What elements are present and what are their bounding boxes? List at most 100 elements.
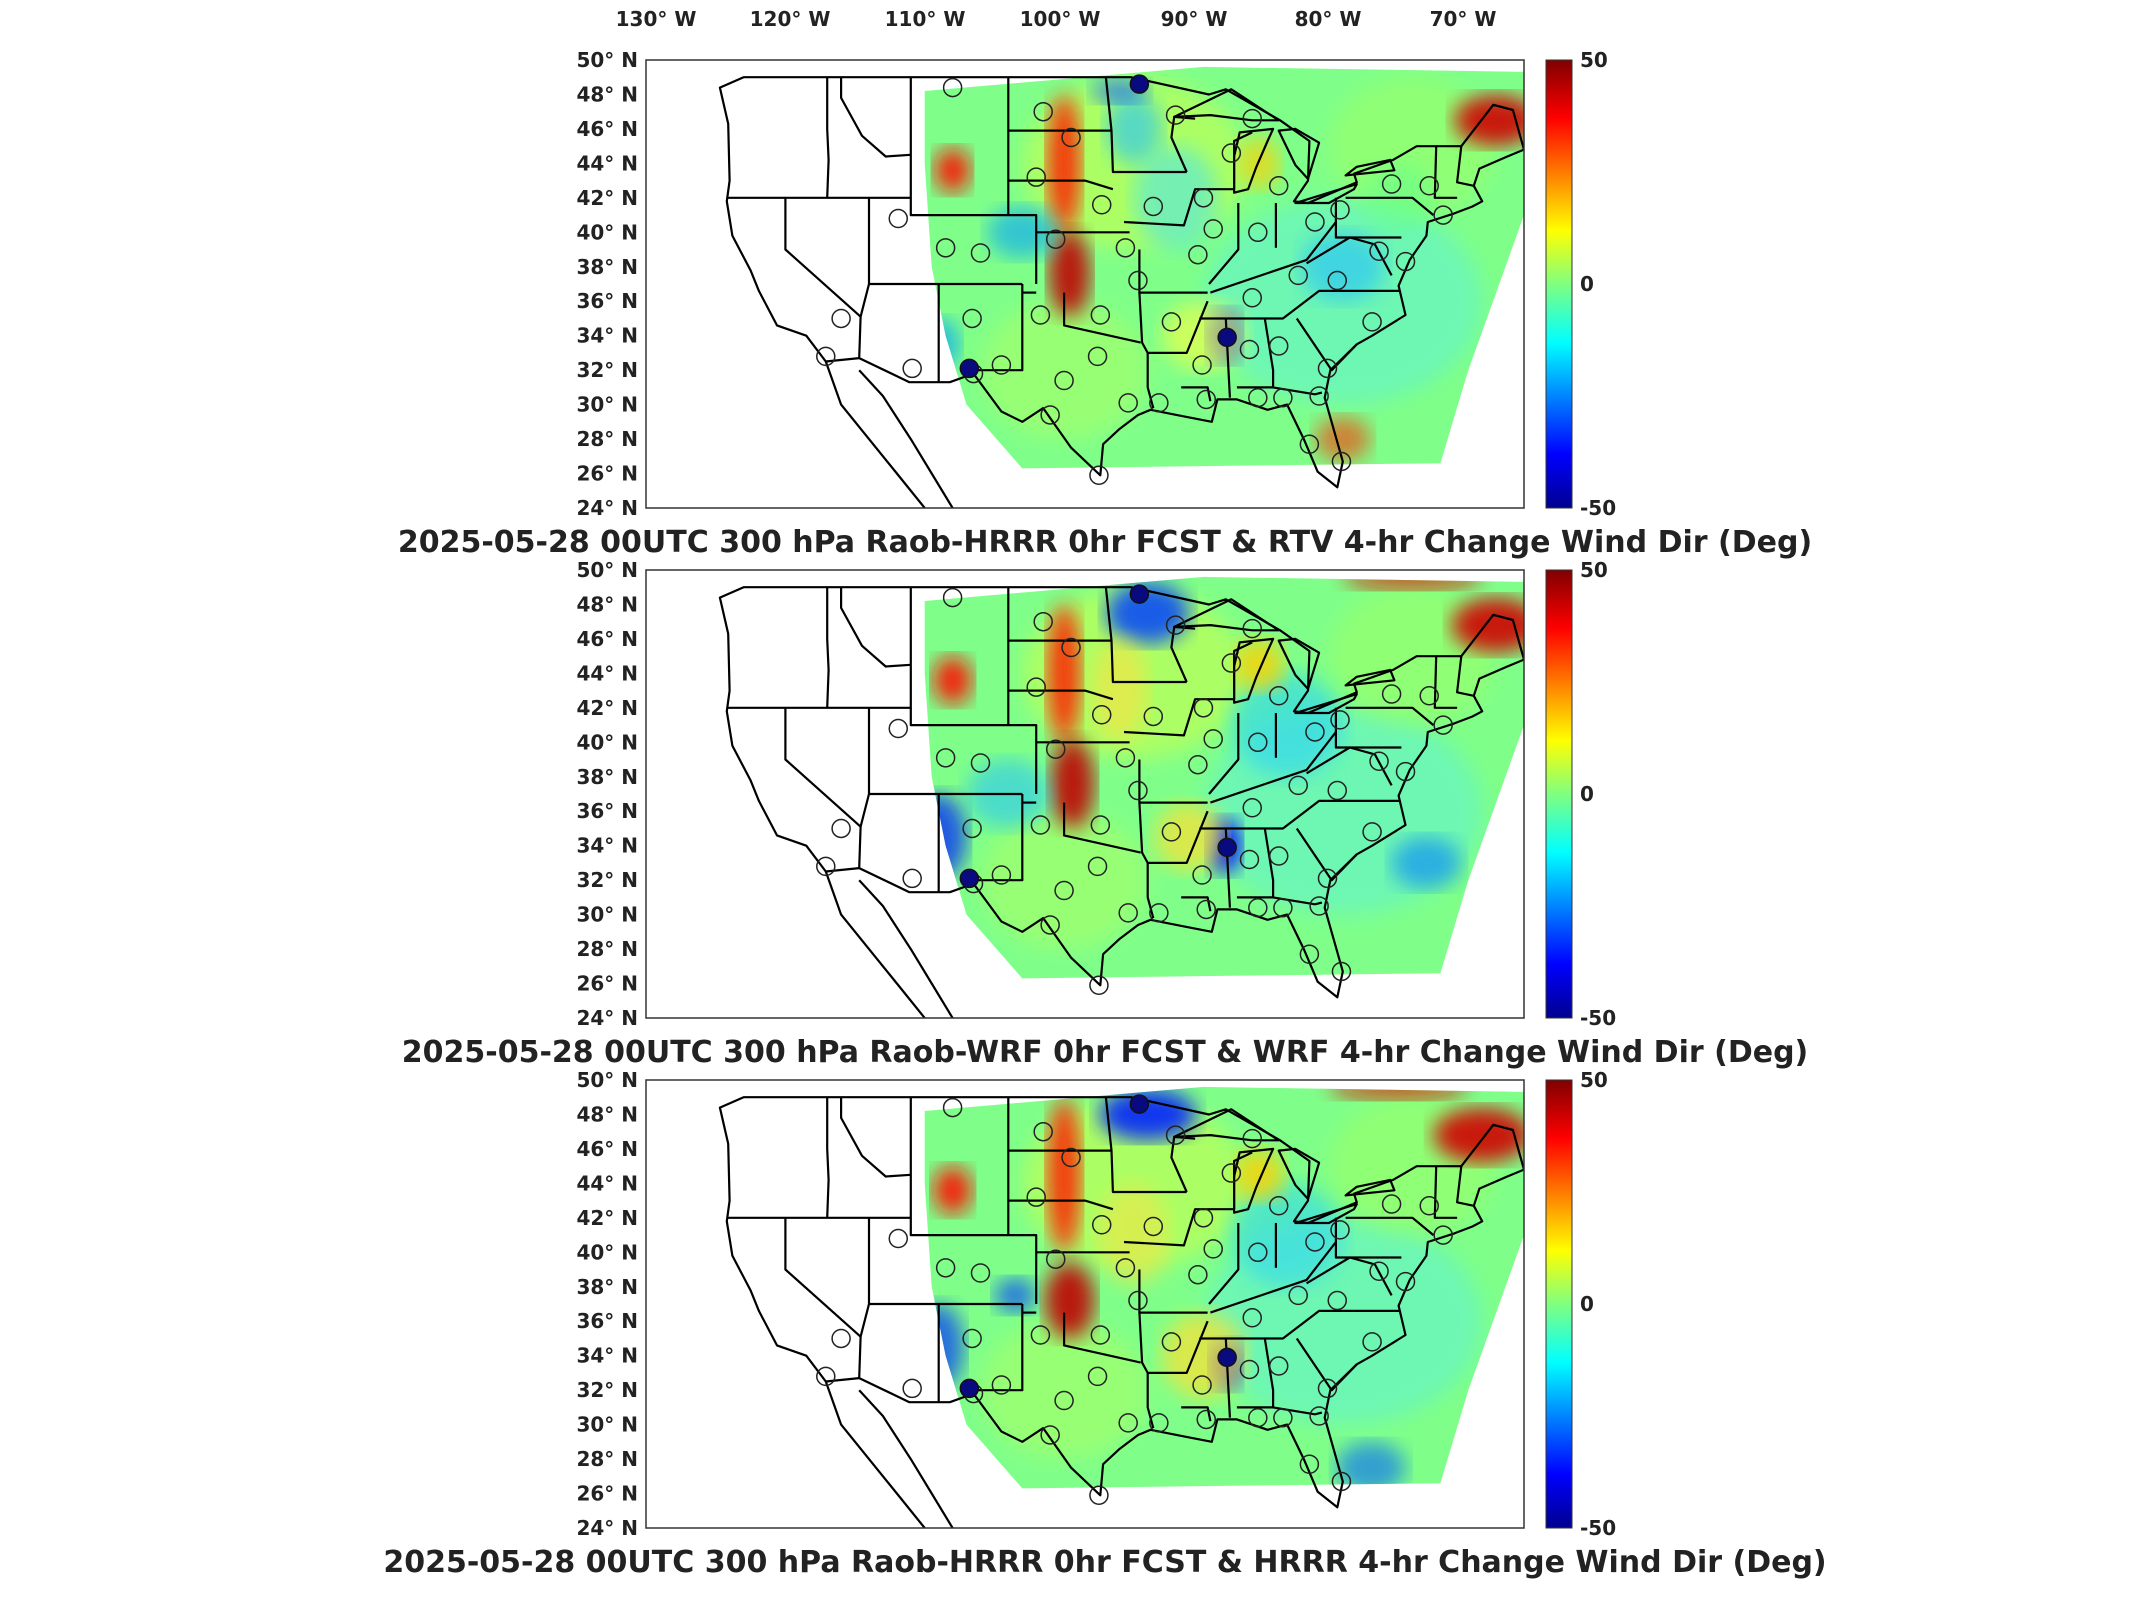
raob-station-marker bbox=[1118, 903, 1138, 923]
field-blob bbox=[994, 1278, 1037, 1313]
raob-station-marker bbox=[902, 358, 922, 379]
raob-station-marker bbox=[1305, 722, 1325, 742]
raob-station-marker bbox=[1369, 1261, 1389, 1282]
state-borders bbox=[718, 586, 1524, 1018]
lat-label: 36° N bbox=[576, 289, 638, 313]
lat-label: 46° N bbox=[576, 627, 638, 651]
state-line bbox=[858, 197, 871, 359]
state-line bbox=[1456, 146, 1475, 187]
raob-station-marker bbox=[831, 818, 851, 839]
state-line bbox=[1199, 289, 1400, 320]
colorbar-gradient bbox=[1545, 59, 1573, 509]
lat-label: 44° N bbox=[576, 661, 638, 685]
field-blob bbox=[1098, 1183, 1169, 1287]
great-lake bbox=[1294, 183, 1358, 205]
state-line bbox=[909, 77, 1038, 284]
raob-station-marker bbox=[1192, 865, 1212, 885]
raob-station-marker bbox=[1143, 1216, 1164, 1237]
lat-label: 26° N bbox=[576, 1482, 638, 1506]
raob-station-marker bbox=[1305, 212, 1325, 232]
lat-label: 36° N bbox=[576, 1309, 638, 1333]
state-line bbox=[840, 587, 911, 668]
raob-station-marker bbox=[1192, 355, 1212, 375]
field-blob bbox=[1203, 197, 1483, 405]
raob-station-marker bbox=[888, 718, 909, 739]
state-line bbox=[1123, 698, 1235, 737]
colorbar: 50 0 -50 bbox=[1545, 558, 1616, 1030]
raob-station-marker bbox=[1273, 387, 1293, 408]
raob-station-marker bbox=[959, 1378, 980, 1399]
state-line bbox=[1210, 221, 1337, 294]
raob-station-marker bbox=[991, 1375, 1012, 1395]
raob-station-marker bbox=[1149, 1413, 1169, 1433]
great-lake bbox=[1344, 668, 1396, 687]
raob-station-marker bbox=[942, 1097, 963, 1118]
state-line bbox=[1295, 1337, 1358, 1392]
raob-station-marker bbox=[1248, 897, 1268, 918]
state-line bbox=[1208, 203, 1240, 285]
colorbar: 50 0 -50 bbox=[1545, 1068, 1616, 1540]
state-line bbox=[1236, 1338, 1275, 1409]
lat-label: 34° N bbox=[576, 1344, 638, 1368]
raob-station-marker bbox=[1061, 127, 1081, 148]
latitude-axis: 50° N 48° N 46° N 44° N 42° N 40° N 38° N 36° N… bbox=[576, 1068, 638, 1540]
field-blob bbox=[1451, 597, 1524, 653]
raob-station-marker bbox=[1118, 1413, 1138, 1433]
raob-station-marker bbox=[1242, 288, 1262, 308]
raob-station-marker bbox=[1273, 1407, 1293, 1428]
lat-label: 50° N bbox=[576, 558, 638, 582]
raob-station-marker bbox=[1161, 1332, 1182, 1352]
raob-station-marker bbox=[1026, 167, 1046, 187]
lat-label: 40° N bbox=[576, 1240, 638, 1264]
lat-label: 50° N bbox=[576, 1068, 638, 1092]
raob-station-marker bbox=[1381, 1194, 1402, 1214]
raob-station-marker bbox=[1161, 312, 1182, 332]
sonora-coast bbox=[858, 879, 954, 1018]
raob-station-marker bbox=[1192, 1375, 1212, 1395]
raob-station-marker bbox=[959, 358, 980, 379]
colorbar-min-label: -50 bbox=[1580, 1516, 1616, 1540]
raob-station-marker bbox=[1087, 1366, 1108, 1387]
state-line bbox=[826, 1097, 830, 1218]
lat-label: 48° N bbox=[576, 82, 638, 106]
raob-station-marker bbox=[1040, 405, 1060, 425]
raob-station-marker bbox=[1248, 387, 1268, 408]
raob-station-marker bbox=[1309, 386, 1329, 406]
lat-label: 46° N bbox=[576, 1137, 638, 1161]
raob-station-marker bbox=[1288, 1285, 1308, 1306]
state-line bbox=[826, 77, 830, 198]
lat-label: 28° N bbox=[576, 427, 638, 451]
field-blob bbox=[1234, 1148, 1285, 1201]
lat-label: 34° N bbox=[576, 834, 638, 858]
panel-title: 2025-05-28 00UTC 300 hPa Raob-HRRR 0hr F… bbox=[398, 525, 1812, 560]
sonora-coast bbox=[858, 369, 954, 508]
raob-station-marker bbox=[902, 868, 922, 889]
raob-stations bbox=[816, 584, 1453, 996]
raob-station-marker bbox=[1248, 732, 1268, 753]
lat-label: 24° N bbox=[576, 1006, 638, 1030]
field-blob bbox=[933, 1166, 973, 1215]
raob-station-marker bbox=[1089, 975, 1109, 996]
state-line bbox=[1334, 707, 1402, 749]
baja-coast bbox=[824, 361, 926, 508]
raob-station-marker bbox=[1369, 751, 1389, 772]
raob-station-marker bbox=[1242, 798, 1262, 818]
state-line bbox=[1208, 713, 1240, 795]
lat-label: 48° N bbox=[576, 1102, 638, 1126]
raob-station-marker bbox=[1040, 915, 1060, 935]
great-lake bbox=[1344, 158, 1396, 177]
raob-station-marker bbox=[1087, 346, 1108, 367]
state-borders bbox=[718, 76, 1524, 508]
state-line bbox=[1104, 1097, 1187, 1194]
lat-label: 42° N bbox=[576, 186, 638, 210]
raob-station-marker bbox=[1331, 1471, 1352, 1492]
state-line bbox=[972, 1304, 1024, 1392]
raob-station-marker bbox=[1309, 1406, 1329, 1426]
great-lake bbox=[1294, 1203, 1358, 1225]
raob-station-marker bbox=[1221, 143, 1242, 163]
raob-station-marker bbox=[1196, 389, 1216, 410]
raob-station-marker bbox=[1217, 1347, 1237, 1368]
raob-station-marker bbox=[1299, 434, 1320, 454]
lat-label: 30° N bbox=[576, 903, 638, 927]
